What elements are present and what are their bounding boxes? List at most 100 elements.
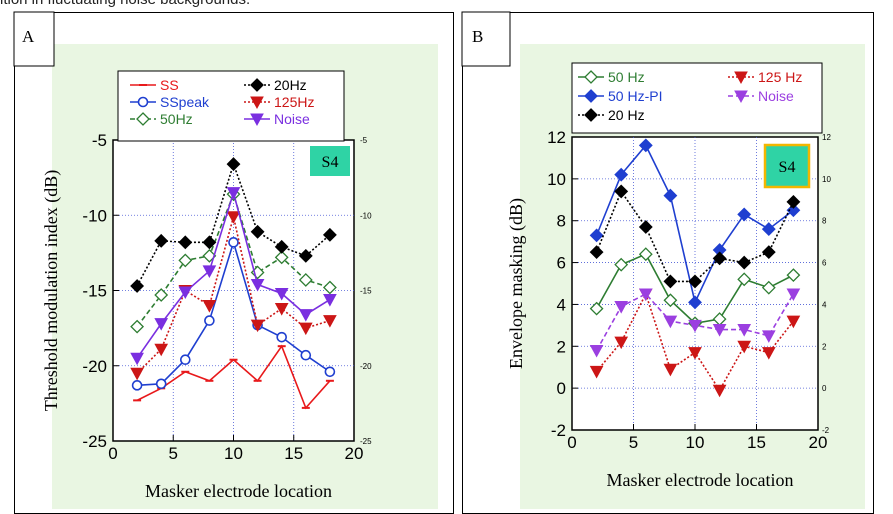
panel-b-series-0-point xyxy=(663,293,678,308)
panel-a-series-5-point xyxy=(323,294,337,307)
panel-b-legend-label: 125 Hz xyxy=(758,69,802,85)
panel-a-subject-tag: S4 xyxy=(322,154,339,171)
panel-a-legend-marker xyxy=(250,113,264,127)
panel-b-right-tick-label: 2 xyxy=(822,342,827,351)
panel-b-series-3-point xyxy=(712,384,727,398)
panel-b-series-0-point xyxy=(761,280,776,295)
panel-a-series-3-point xyxy=(298,248,313,263)
panel-b-series-0-point xyxy=(638,247,653,262)
panel-a-x-tick-label: 10 xyxy=(224,444,243,463)
panel-a-legend-marker xyxy=(250,96,264,110)
panel-a-y-tick-label: -5 xyxy=(92,131,107,150)
panel-a-legend-box xyxy=(117,70,345,142)
panel-a-x-tick-label: 15 xyxy=(284,444,303,463)
panel-a-series-4-point xyxy=(250,319,265,333)
panel-b-series-0-point xyxy=(737,272,752,287)
panel-a-y-tick-label: -15 xyxy=(82,282,107,301)
panel-a-series-5-point xyxy=(274,288,289,301)
panel-b-right-tick-label: 12 xyxy=(822,133,831,142)
panel-b-legend-box xyxy=(571,62,823,134)
panel-b-legend-label: 50 Hz-PI xyxy=(608,88,662,104)
panel-a-series-3-point xyxy=(178,235,193,250)
panel-a-subject-tag-box xyxy=(310,146,350,176)
panel-b-series-4-point xyxy=(614,301,629,314)
panel-a-series-2-point xyxy=(202,248,217,263)
panel-b-y-tick-label: 8 xyxy=(557,212,566,231)
panel-a-legend-label: 125Hz xyxy=(274,94,314,110)
panel-a-legend-label: SSpeak xyxy=(160,94,210,110)
panel-b-y-tick-label: 6 xyxy=(557,254,566,273)
panel-a-series-4-point xyxy=(226,211,241,224)
panel-b-series-2-point xyxy=(614,184,629,199)
panel-a-series-1-point xyxy=(155,378,167,390)
panel-b-legend-label: 20 Hz xyxy=(608,107,645,123)
panel-a-y-tick-label: -25 xyxy=(82,432,107,451)
panel-b-x-tick-label: 5 xyxy=(629,433,638,452)
panel-a-series-3-point xyxy=(202,235,217,250)
panel-a-series-4-point xyxy=(154,343,169,357)
panel-b-series-2-point xyxy=(589,245,604,260)
panel-a-legend-marker xyxy=(136,112,150,126)
panel-b-legend-marker xyxy=(584,108,598,122)
panel-b-right-tick-label: 0 xyxy=(822,384,827,393)
panel-a-series-3-point xyxy=(154,233,169,248)
panel-a-series-4-point xyxy=(298,322,313,336)
panel-b-series-4-point xyxy=(688,319,702,333)
panel-a-series-4-point xyxy=(323,315,337,328)
panel-b-y-tick-label: 0 xyxy=(557,379,566,398)
panel-b-series-4-point xyxy=(663,315,678,329)
panel-a-series-3-point xyxy=(322,227,337,242)
panel-b-series-3-point xyxy=(737,340,752,354)
panel-a-x-tick-label: 5 xyxy=(169,444,178,463)
panel-a-right-tick-label: -15 xyxy=(360,287,372,296)
panel-a-series-2-point xyxy=(154,288,169,302)
panel-a-series-5-point xyxy=(226,187,241,200)
panel-a-series-3-point xyxy=(274,239,289,254)
panel-a-series-3-point xyxy=(226,157,241,171)
panel-a-series-2-point xyxy=(322,280,337,295)
panel-b-series-1-point xyxy=(589,228,604,243)
panel-b-series-2-point xyxy=(786,194,801,209)
panel-a-series-4-point xyxy=(130,367,144,381)
panel-b-series-0-point xyxy=(786,268,801,283)
panel-a-x-tick-label: 20 xyxy=(345,444,364,463)
panel-b-subject-tag: S4 xyxy=(779,159,796,176)
panel-b-series-1-point xyxy=(688,295,702,310)
figure-caption: ition in fluctuating noise backgrounds. xyxy=(0,0,250,8)
panel-a-right-tick-label: -20 xyxy=(360,362,372,371)
panel-a-y-tick-label: -10 xyxy=(82,206,107,225)
panel-b-x-tick-label: 0 xyxy=(567,433,576,452)
panel-b-y-tick-label: 10 xyxy=(547,170,566,189)
panel-b-legend-marker xyxy=(584,89,598,103)
panel-b-y-tick-label: 4 xyxy=(557,295,566,314)
panel-a-legend-marker xyxy=(250,78,264,92)
panel-b-legend-label: Noise xyxy=(758,88,794,104)
panel-a-right-tick-label: -10 xyxy=(360,211,372,220)
panel-b-legend-marker xyxy=(584,70,598,84)
panel-a-legend-label: SS xyxy=(160,77,179,93)
panel-a-series-3-point xyxy=(130,279,145,293)
panel-a-legend-marker xyxy=(137,96,149,108)
panel-a-series-1-point xyxy=(180,354,191,366)
panel-b-series-1-point xyxy=(638,138,653,153)
panel-b-y-tick-label: 2 xyxy=(557,337,566,356)
panel-b-subject-tag-box xyxy=(763,143,811,189)
panel-a-y-axis-label: Threshold modulation index (dB) xyxy=(41,170,62,411)
panel-a-series-5-point xyxy=(178,286,193,300)
panel-a-y-tick-label: -20 xyxy=(82,357,107,376)
panel-a-series-2-point xyxy=(298,273,313,287)
panel-a-series-5-point xyxy=(298,309,313,322)
panel-a-series-1-point xyxy=(324,366,336,378)
panel-b-right-tick-label: 4 xyxy=(822,300,827,309)
panel-b-series-2-point xyxy=(688,274,702,289)
panel-b-right-tick-label: -2 xyxy=(822,426,830,435)
panel-a-series-1-point xyxy=(131,380,143,391)
panel-b-series-4-point xyxy=(638,288,653,302)
panel-a-series-4-point xyxy=(274,303,289,316)
panel-b-series-1-point xyxy=(737,207,752,222)
panel-a-legend-label: 50Hz xyxy=(160,111,193,127)
panel-a-series-5-point xyxy=(250,278,265,292)
panel-a-series-3-point xyxy=(250,224,265,239)
panel-b-series-1-point xyxy=(761,222,776,237)
panel-a-series-1-point xyxy=(276,331,288,343)
